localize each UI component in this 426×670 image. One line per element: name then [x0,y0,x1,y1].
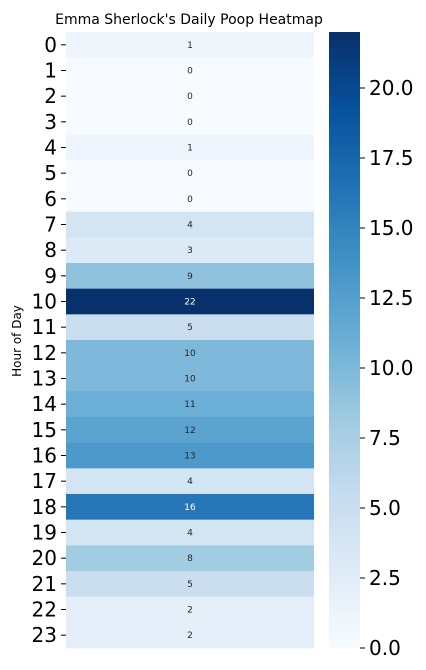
y-tick-label: 19 [32,521,57,545]
heatmap-cell [66,468,314,495]
heatmap-cell [66,160,314,187]
y-tick-label: 10 [32,290,57,314]
heatmap-cell [66,211,314,238]
y-tick-label: 11 [32,315,57,339]
y-tick-label: 15 [32,418,57,442]
y-tick-label: 20 [32,546,57,570]
cell-value-label: 4 [187,529,193,539]
heatmap-cell [66,237,314,264]
cell-value-label: 13 [184,452,195,462]
cell-value-label: 5 [187,580,193,590]
y-tick-label: 8 [44,238,57,262]
y-tick-label: 1 [44,59,57,83]
cell-value-label: 2 [187,606,193,616]
cell-value-label: 12 [184,426,195,436]
heatmap-cell [66,314,314,341]
cell-value-label: 4 [187,477,193,487]
heatmap-cell [66,109,314,135]
cell-value-label: 0 [187,169,193,179]
cell-value-label: 5 [187,323,193,333]
colorbar-tick-label: 20.0 [369,76,414,100]
heatmap-cell [66,442,314,469]
y-tick-label: 23 [32,623,57,647]
heatmap-cell [66,494,314,520]
cell-value-label: 11 [184,400,195,410]
heatmap-cell [66,571,314,597]
colorbar-tick-label: 17.5 [369,146,414,170]
y-tick-label: 13 [32,367,57,391]
y-tick-label: 12 [32,341,57,365]
colorbar-tick-label: 2.5 [369,566,401,590]
y-tick-label: 7 [44,213,57,237]
y-tick-label: 3 [44,110,57,134]
y-tick-label: 4 [44,136,57,160]
cell-value-label: 16 [184,503,196,513]
y-tick-label: 21 [32,572,57,596]
heatmap-cell [66,622,314,649]
colorbar-tick-label: 12.5 [369,286,414,310]
heatmap-cell [66,391,314,418]
cell-value-label: 10 [184,375,196,385]
y-tick-label: 17 [32,469,57,493]
heatmap-cell [66,596,314,623]
heatmap-cell [66,545,314,572]
heatmap-cell [66,186,314,212]
heatmap-cell [66,263,314,289]
colorbar [329,32,360,648]
cell-value-label: 3 [187,246,193,256]
y-tick-label: 9 [44,264,57,288]
cell-value-label: 8 [187,554,193,564]
cell-value-label: 22 [184,298,195,308]
heatmap-cell [66,365,314,392]
cell-value-label: 10 [184,349,196,359]
heatmap-cell [66,32,314,58]
y-tick-label: 2 [44,84,57,108]
cell-value-label: 0 [187,118,193,128]
colorbar-tick-label: 10.0 [369,356,414,380]
heatmap-cell [66,417,314,443]
y-tick-label: 14 [32,392,57,416]
colorbar-tick-label: 5.0 [369,496,401,520]
cell-value-label: 0 [187,92,193,102]
cell-value-label: 0 [187,195,193,205]
colorbar-tick-label: 15.0 [369,216,414,240]
colorbar-tick-label: 0.0 [369,636,401,660]
heatmap-cell [66,134,314,161]
heatmap-cell [66,519,314,546]
cell-value-label: 1 [187,144,193,154]
cell-value-label: 4 [187,221,193,231]
y-tick-label: 22 [32,598,57,622]
heatmap-cell [66,340,314,366]
cell-value-label: 9 [187,272,193,282]
heatmap-cell [66,83,314,110]
y-axis-label: Hour of Day [10,305,24,377]
cell-value-label: 0 [187,67,193,77]
colorbar-ticks: 0.0 2.5 5.0 7.5 10.0 12.5 15.0 17.5 20.0 [360,76,414,660]
chart-title: Emma Sherlock's Daily Poop Heatmap [55,12,323,28]
y-tick-label: 0 [44,33,57,57]
y-tick-label: 5 [44,161,57,185]
heatmap-cell [66,57,314,84]
colorbar-tick-label: 7.5 [369,426,401,450]
cell-value-label: 1 [187,41,193,51]
y-tick-label: 16 [32,444,57,468]
heatmap-cell [66,288,314,315]
y-tick-label: 18 [32,495,57,519]
cell-value-label: 2 [187,631,193,641]
y-tick-label: 6 [44,187,57,211]
